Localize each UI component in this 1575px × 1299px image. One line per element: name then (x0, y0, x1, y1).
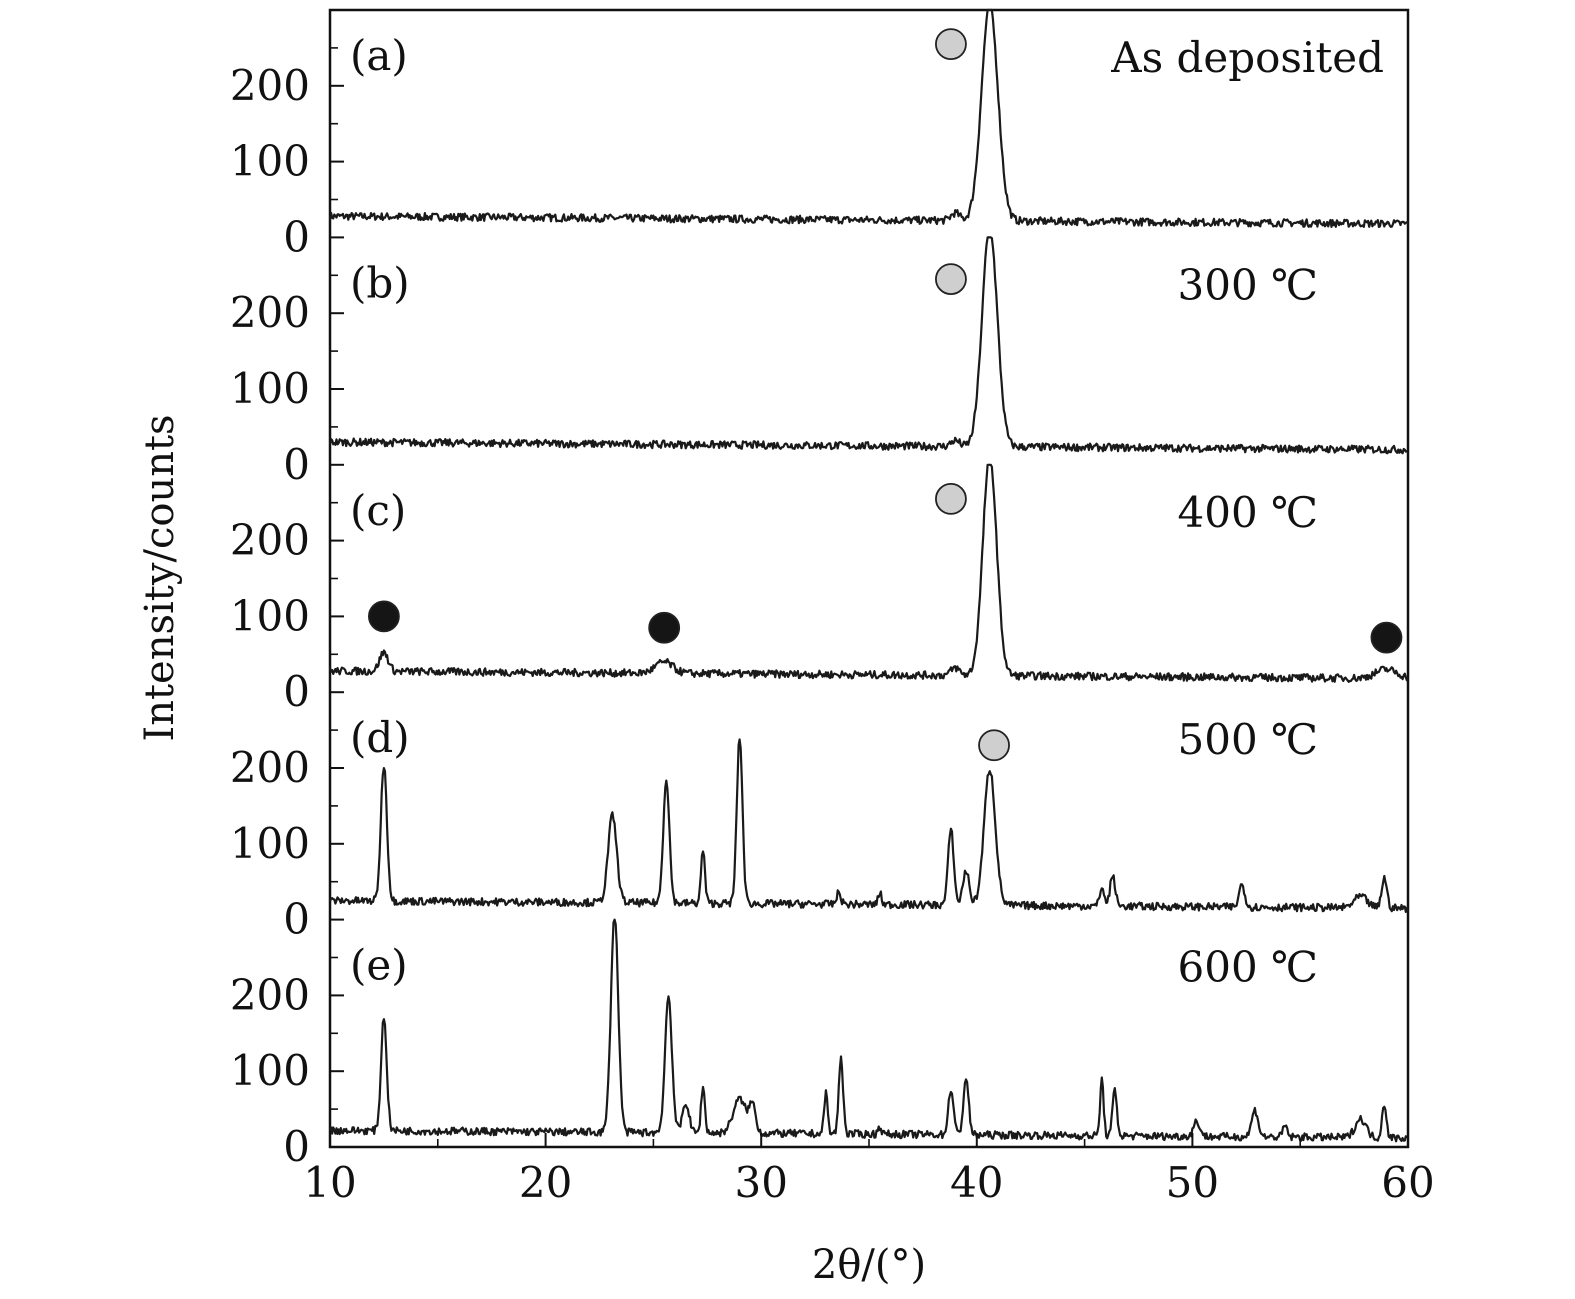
panel-label: (b) (350, 258, 410, 307)
y-tick-label: 0 (283, 212, 310, 261)
y-tick-label: 0 (283, 895, 310, 944)
y-tick-label: 200 (230, 288, 310, 337)
x-tick-label: 60 (1381, 1158, 1434, 1207)
x-axis: 10 20 30 40 50 60 (303, 1133, 1435, 1207)
xrd-trace-a (328, 8, 1409, 229)
peak-marker-gray (935, 483, 967, 515)
y-axis-title: Intensity/counts (137, 414, 183, 741)
y-tick-label: 0 (283, 1122, 310, 1171)
y-tick-label: 200 (230, 743, 310, 792)
panel-d: 0 100 200 (d) 500 ℃ (230, 713, 1410, 944)
panel-c: 0 100 200 (c) 400 ℃ (230, 463, 1410, 716)
y-tick-label: 200 (230, 61, 310, 110)
x-tick-label: 50 (1166, 1158, 1219, 1207)
x-tick-label: 10 (303, 1158, 356, 1207)
condition-label: 500 ℃ (1178, 715, 1319, 764)
condition-label: 600 ℃ (1178, 943, 1319, 992)
y-tick-label: 100 (230, 819, 310, 868)
y-tick-label: 100 (230, 591, 310, 640)
condition-label: 400 ℃ (1178, 488, 1319, 537)
x-axis-title: 2θ/(°) (812, 1242, 926, 1288)
panel-label: (a) (350, 31, 408, 80)
condition-label: 300 ℃ (1178, 260, 1319, 309)
peak-marker-black (648, 611, 681, 644)
xrd-trace-c (328, 463, 1410, 683)
peak-marker-gray (935, 28, 967, 61)
peak-marker-gray (978, 729, 1010, 762)
y-tick-label: 200 (230, 970, 310, 1019)
y-tick-label: 0 (283, 440, 310, 489)
panel-e: 0 100 200 (e) 600 ℃ (230, 918, 1409, 1171)
x-tick-label: 40 (950, 1158, 1003, 1207)
panel-label: (c) (350, 486, 406, 535)
x-tick-label: 30 (734, 1158, 787, 1207)
panel-b: 0 100 200 (b) 300 ℃ (230, 236, 1409, 489)
y-tick-label: 100 (230, 137, 310, 186)
peak-marker-gray (935, 263, 967, 295)
panel-label: (e) (350, 941, 408, 990)
panels-layer: 0 100 200 (a) As deposited 0 100 200 (b) 300 ℃ 0 10… (230, 8, 1410, 1171)
y-tick-label: 0 (283, 667, 310, 716)
panel-label: (d) (350, 713, 410, 762)
panel-a: 0 100 200 (a) As deposited (230, 8, 1409, 261)
xrd-trace-d (328, 738, 1410, 913)
xrd-trace-e (328, 918, 1409, 1143)
x-tick-label: 20 (519, 1158, 572, 1207)
condition-label: As deposited (1110, 33, 1384, 82)
y-tick-label: 100 (230, 1046, 310, 1095)
y-tick-label: 100 (230, 364, 310, 413)
peak-marker-black (1370, 621, 1403, 654)
y-tick-label: 200 (230, 516, 310, 565)
xrd-trace-b (328, 236, 1409, 455)
peak-marker-black (367, 600, 400, 633)
